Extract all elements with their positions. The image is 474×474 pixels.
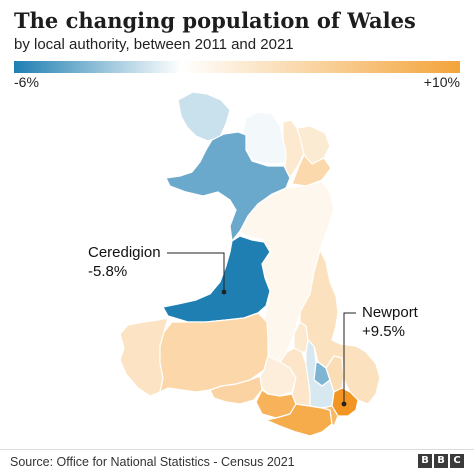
newport-leader-line bbox=[343, 312, 356, 404]
footer-divider bbox=[0, 449, 474, 450]
region-anglesey[interactable] bbox=[177, 91, 231, 142]
ceredigion-label: Ceredigion bbox=[88, 244, 161, 261]
region-ceredigion[interactable] bbox=[162, 235, 271, 323]
ceredigion-annotation: Ceredigion -5.8% bbox=[88, 243, 161, 281]
region-gwynedd[interactable] bbox=[165, 131, 291, 242]
legend-color-scale bbox=[14, 61, 460, 73]
source-note: Source: Office for National Statistics -… bbox=[10, 455, 295, 469]
map-title: The changing population of Wales bbox=[14, 8, 416, 33]
newport-marker-dot bbox=[341, 401, 347, 407]
ceredigion-leader-line bbox=[167, 252, 225, 292]
newport-annotation: Newport +9.5% bbox=[362, 303, 418, 341]
ceredigion-marker-dot bbox=[221, 289, 227, 295]
region-wrexham[interactable] bbox=[291, 154, 332, 187]
map-subtitle: by local authority, between 2011 and 202… bbox=[14, 36, 294, 53]
legend-min-label: -6% bbox=[14, 74, 39, 90]
newport-label: Newport bbox=[362, 304, 418, 321]
region-cardiff[interactable] bbox=[321, 405, 339, 427]
legend-max-label: +10% bbox=[423, 74, 460, 90]
ceredigion-value: -5.8% bbox=[88, 263, 128, 280]
newport-value: +9.5% bbox=[362, 323, 405, 340]
